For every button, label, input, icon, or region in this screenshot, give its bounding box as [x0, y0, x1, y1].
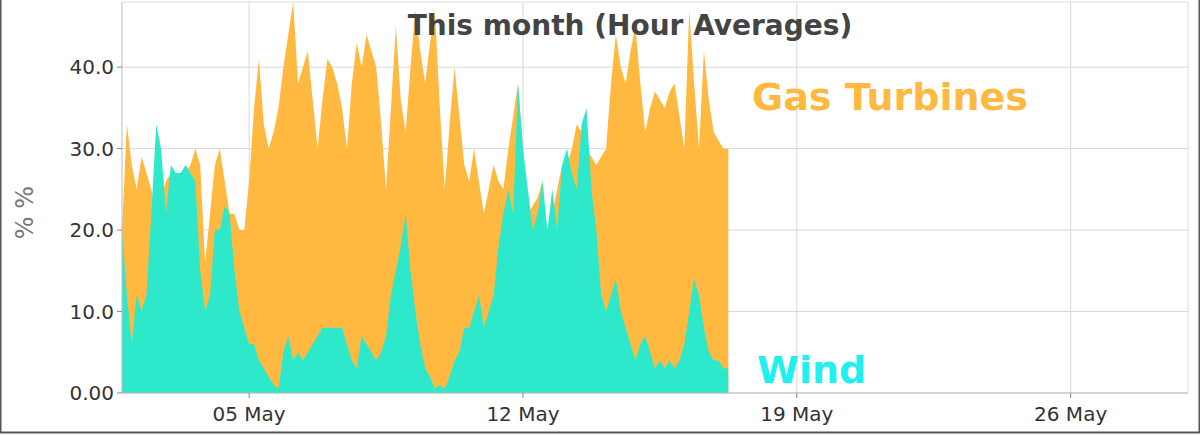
y-tick	[117, 148, 122, 149]
y-tick-label: 30.0	[69, 137, 114, 161]
title: This month (Hour Averages)	[408, 9, 853, 42]
x-tick	[1070, 393, 1071, 398]
x-grid-line	[1070, 2, 1071, 393]
y-tick	[117, 311, 122, 312]
x-tick-label: 05 May	[213, 402, 286, 426]
area-series	[122, 2, 728, 393]
grid	[122, 2, 1188, 393]
y-tick	[117, 393, 122, 394]
y-grid-line	[122, 393, 1188, 394]
y-axis-label: % %	[11, 186, 39, 239]
x-tick	[796, 393, 797, 398]
area-series	[122, 83, 728, 393]
y-tick-label: 10.0	[69, 300, 114, 324]
series-label: Gas Turbines	[752, 75, 1028, 119]
x-tick	[522, 393, 523, 398]
y-tick	[117, 230, 122, 231]
outer-frame	[1, 0, 1200, 433]
x-tick-label: 26 May	[1034, 402, 1107, 426]
background	[0, 0, 1200, 435]
y-tick-label: 20.0	[69, 218, 114, 242]
y-grid-line	[122, 67, 1188, 68]
y-tick-label: 40.0	[69, 55, 114, 79]
plot-frame	[122, 2, 1188, 3]
plot-area	[122, 2, 728, 393]
plot-frame	[1188, 2, 1189, 393]
chart: 0.00 10.0 20.0 30.0 40.0 05 May 12 May 19 May 26…	[0, 0, 1200, 435]
x-tick	[249, 393, 250, 398]
y-tick	[117, 67, 122, 68]
x-grid-line	[796, 2, 797, 393]
x-axis-line	[122, 393, 1188, 394]
x-tick-label: 19 May	[760, 402, 833, 426]
series-label: Wind	[757, 348, 866, 392]
y-axis-line	[122, 2, 123, 393]
y-tick-label: 0.00	[69, 381, 114, 405]
x-tick-label: 12 May	[486, 402, 559, 426]
